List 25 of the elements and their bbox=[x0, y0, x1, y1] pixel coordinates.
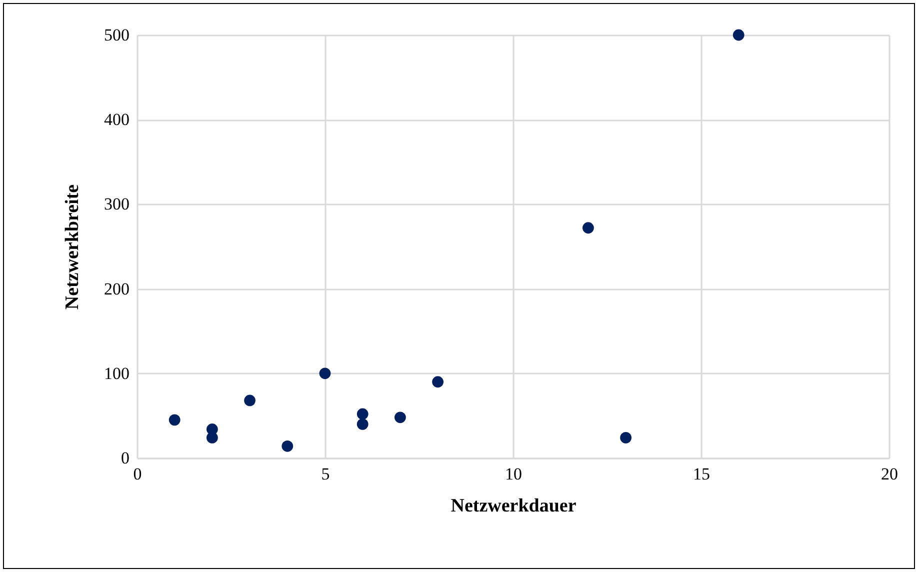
x-tick-label: 5 bbox=[321, 464, 330, 484]
point bbox=[206, 432, 218, 444]
x-tick-label: 15 bbox=[693, 464, 710, 484]
point bbox=[732, 29, 744, 41]
point bbox=[582, 222, 594, 234]
y-tick-label: 400 bbox=[104, 110, 130, 130]
point bbox=[282, 440, 294, 452]
x-tick-label: 0 bbox=[133, 464, 142, 484]
y-tick-label: 0 bbox=[121, 448, 130, 468]
y-tick-label: 300 bbox=[104, 194, 130, 214]
point bbox=[394, 412, 406, 424]
y-tick-label: 200 bbox=[104, 279, 130, 298]
point bbox=[168, 414, 180, 426]
point bbox=[356, 408, 368, 420]
point bbox=[356, 418, 368, 430]
y-axis-title: Netzwerkbreite bbox=[62, 184, 83, 310]
y-tick-label: 100 bbox=[104, 364, 130, 383]
x-tick-label: 20 bbox=[881, 464, 898, 484]
point bbox=[319, 368, 331, 380]
point bbox=[620, 432, 632, 444]
x-axis-title: Netzwerkdauer bbox=[450, 496, 577, 516]
y-tick-label: 500 bbox=[104, 26, 130, 44]
x-tick-label: 10 bbox=[505, 464, 522, 484]
point bbox=[432, 376, 444, 388]
point bbox=[244, 394, 256, 406]
